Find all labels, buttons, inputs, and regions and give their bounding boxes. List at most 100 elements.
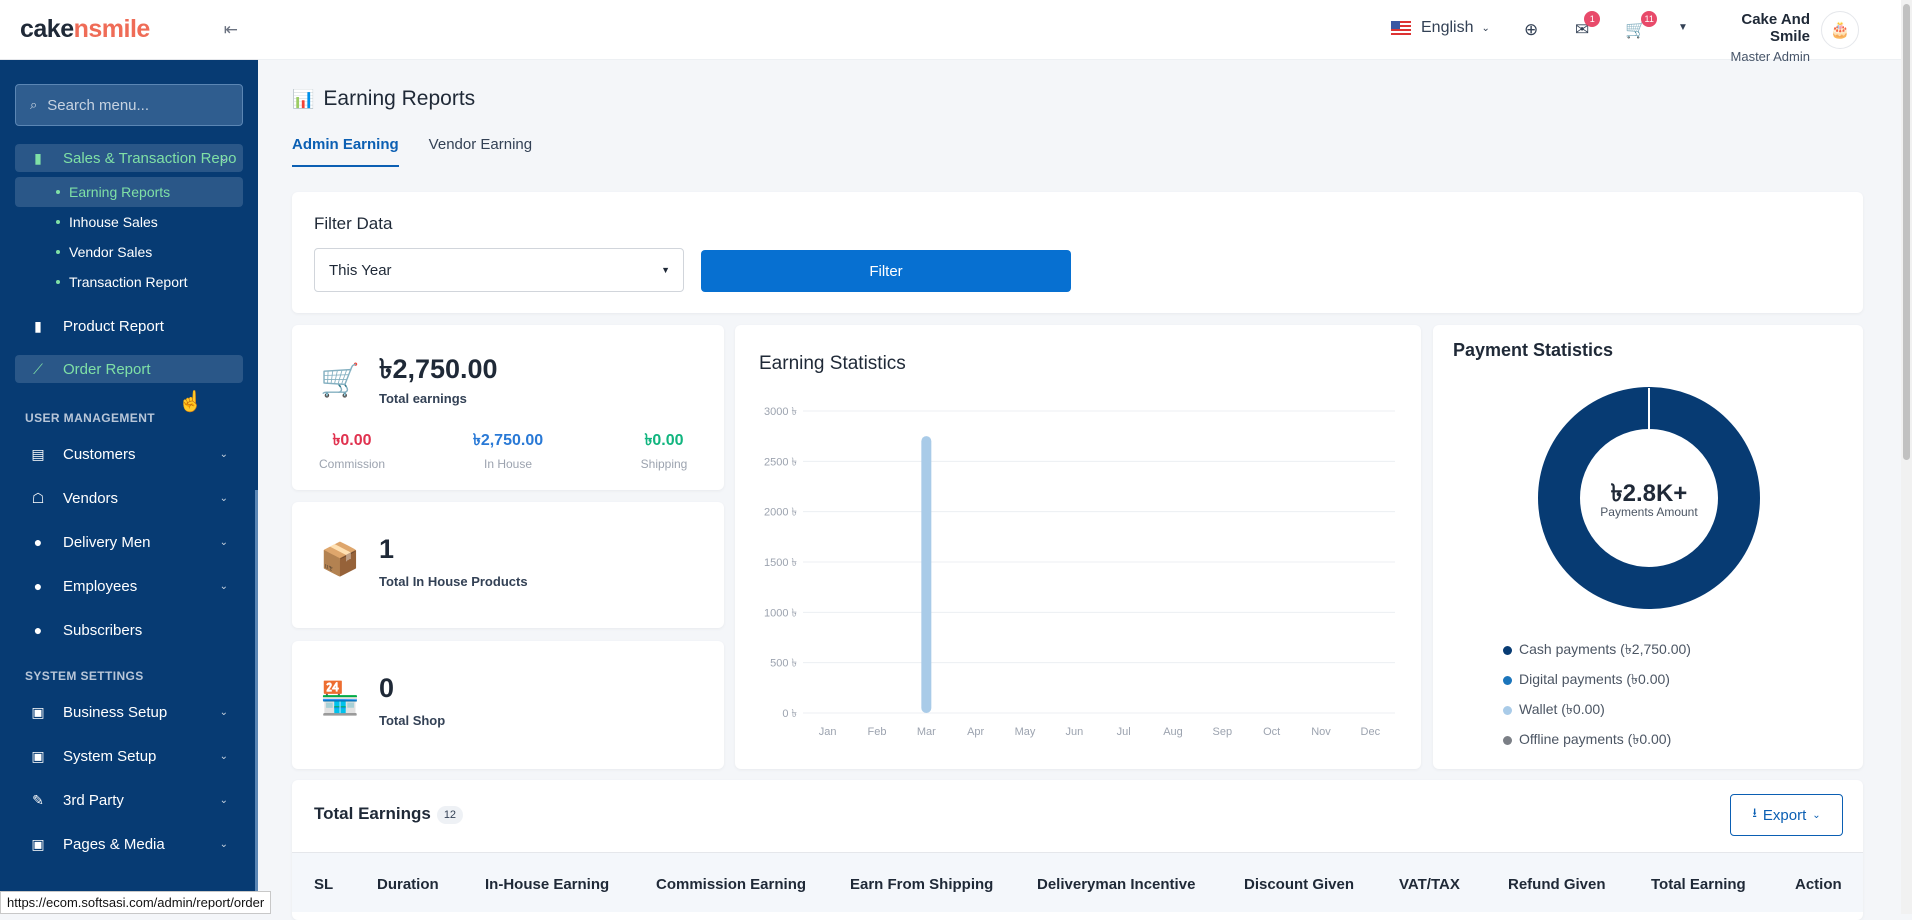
legend-digital: Digital payments (৳0.00) — [1503, 665, 1691, 695]
pages-icon: ▣ — [31, 835, 45, 852]
x-tick-label: Sep — [1213, 726, 1233, 738]
bar-chart-icon: ▮ — [34, 317, 42, 334]
globe-icon[interactable]: ⊕ — [1524, 20, 1539, 39]
sidebar-item-system-setup[interactable]: ▣ System Setup ⌄ — [15, 741, 243, 771]
chevron-down-icon: ⌄ — [219, 794, 228, 806]
y-tick-label: 3000 ৳ — [764, 406, 797, 418]
system-icon: ▣ — [31, 747, 45, 764]
table-header: SL Duration In-House Earning Commission … — [292, 852, 1863, 912]
tab-vendor-earning[interactable]: Vendor Earning — [428, 136, 533, 153]
sidebar-item-3rd-party[interactable]: ✎ 3rd Party ⌄ — [15, 785, 243, 815]
col-refund-given: Refund Given — [1508, 876, 1606, 893]
export-button[interactable]: ⭳ Export ⌄ — [1730, 794, 1843, 836]
sidebar-item-transaction-report[interactable]: Transaction Report — [15, 267, 243, 297]
payment-title: Payment Statistics — [1453, 340, 1614, 360]
legend-dot — [1503, 645, 1512, 655]
sidebar-item-delivery-men[interactable]: ● Delivery Men ⌄ — [15, 527, 243, 557]
earning-bar-chart: 3000 ৳ 2500 ৳ 2000 ৳ 1500 ৳ 1000 ৳ 500 ৳ 0 ৳ Ja… — [764, 406, 1395, 738]
sidebar-item-vendor-sales[interactable]: Vendor Sales — [15, 237, 243, 267]
mouse-pointer-icon: ☝ — [178, 391, 203, 413]
col-in-house-earning: In-House Earning — [485, 876, 610, 893]
mail-badge: 1 — [1584, 11, 1601, 27]
sidebar-scrollbar[interactable] — [255, 490, 258, 910]
sidebar-item-vendors[interactable]: ☖ Vendors ⌄ — [15, 483, 243, 513]
filter-title: Filter Data — [314, 214, 393, 233]
logo[interactable]: cakensmile — [20, 15, 150, 43]
legend-dot — [1503, 675, 1512, 685]
sidebar-item-pages-media[interactable]: ▣ Pages & Media ⌄ — [15, 829, 243, 859]
in-house-products-card: 📦 1 Total In House Products — [292, 502, 724, 628]
download-icon: ⭳ — [1752, 805, 1757, 820]
scroll-thumb[interactable] — [1903, 4, 1910, 460]
col-earn-from-shipping: Earn From Shipping — [850, 876, 994, 893]
language-select[interactable]: English ⌄ — [1391, 19, 1490, 37]
sidebar-item-business-setup[interactable]: ▣ Business Setup ⌄ — [15, 697, 243, 727]
sidebar-item-inhouse-sales[interactable]: Inhouse Sales — [15, 207, 243, 237]
x-tick-label: Oct — [1263, 726, 1280, 738]
search-menu-input[interactable]: ⌕ Search menu... — [15, 84, 243, 126]
cart-icon: 🛒 — [320, 362, 360, 398]
payment-center-label: Payments Amount — [1600, 505, 1698, 519]
shop-count: 0 — [379, 673, 395, 703]
x-tick-label: Jun — [1065, 726, 1083, 738]
vendors-icon: ☖ — [31, 489, 45, 506]
boxes-icon: 📦 — [320, 541, 360, 577]
count-badge: 12 — [436, 805, 464, 824]
brand-bar: cakensmile ⇤ — [0, 0, 258, 60]
chevron-down-icon: ⌄ — [219, 152, 228, 164]
customers-icon: ▤ — [31, 445, 45, 462]
col-duration: Duration — [377, 876, 439, 893]
col-vat-tax: VAT/TAX — [1399, 876, 1460, 893]
avatar[interactable]: 🎂 — [1821, 11, 1859, 49]
total-earnings-value: ৳2,750.00 — [379, 354, 498, 384]
person-icon: ● — [33, 622, 43, 638]
sidebar-item-subscribers[interactable]: ● Subscribers — [15, 615, 243, 645]
sidebar-item-customers[interactable]: ▤ Customers ⌄ — [15, 439, 243, 469]
products-count: 1 — [379, 534, 395, 564]
sidebar-item-employees[interactable]: ● Employees ⌄ — [15, 571, 243, 601]
legend-wallet: Wallet (৳0.00) — [1503, 695, 1691, 725]
section-user-management: USER MANAGEMENT — [25, 411, 156, 425]
mail-icon[interactable]: ✉ 1 — [1575, 11, 1601, 40]
page-scrollbar[interactable] — [1901, 0, 1912, 914]
sidebar-item-product-report[interactable]: ▮ Product Report — [15, 311, 243, 341]
report-icon: 📊 — [292, 88, 315, 109]
collapse-sidebar-icon[interactable]: ⇤ — [223, 19, 238, 39]
payment-statistics-card: Payment Statistics ৳2.8K+ Payments Amoun… — [1433, 325, 1863, 769]
x-tick-label: Nov — [1311, 726, 1331, 738]
wrench-icon: ✎ — [32, 791, 44, 808]
col-commission-earning: Commission Earning — [656, 876, 807, 893]
payment-legend: Cash payments (৳2,750.00) Digital paymen… — [1503, 635, 1691, 755]
sidebar-item-sales-transaction-report[interactable]: ▮ Sales & Transaction Repo ⌄ — [15, 144, 243, 172]
col-discount-given: Discount Given — [1244, 876, 1355, 893]
cart-icon[interactable]: 🛒 11 — [1625, 11, 1658, 40]
sidebar-item-earning-reports[interactable]: Earning Reports — [15, 177, 243, 207]
bar-chart-icon: ▮ — [34, 149, 42, 166]
chevron-down-icon: ⌄ — [1812, 809, 1821, 821]
x-tick-label: Feb — [868, 726, 887, 738]
col-total-earning: Total Earning — [1651, 876, 1746, 893]
caret-down-icon[interactable]: ▼ — [1678, 22, 1688, 33]
y-tick-label: 1000 ৳ — [764, 607, 797, 619]
chevron-down-icon: ⌄ — [219, 536, 228, 548]
payment-center-value: ৳2.8K+ — [1611, 480, 1688, 507]
x-tick-label: Jan — [819, 726, 837, 738]
x-tick-label: Mar — [917, 726, 936, 738]
sidebar-item-order-report[interactable]: ⟋ Order Report — [15, 355, 243, 383]
user-menu[interactable]: Cake And Smile Master Admin — [1730, 11, 1810, 64]
chevron-down-icon: ⌄ — [1481, 22, 1490, 34]
bar-mar[interactable] — [921, 436, 932, 713]
topbar: English ⌄ ⊕ ✉ 1 🛒 11 ▼ Cake And Smile Mast… — [258, 0, 1912, 64]
shipping-stat: ৳0.00 Shipping — [640, 432, 688, 471]
tab-admin-earning[interactable]: Admin Earning — [292, 136, 399, 167]
caret-down-icon: ▼ — [661, 265, 670, 275]
in-house-stat: ৳2,750.00 In House — [472, 432, 544, 471]
total-earnings-label: Total earnings — [379, 391, 467, 406]
period-select[interactable]: This Year ▼ — [314, 248, 684, 292]
filter-button[interactable]: Filter — [701, 250, 1071, 292]
chevron-down-icon: ⌄ — [219, 750, 228, 762]
total-earnings-title: Total Earnings 12 — [314, 804, 464, 824]
x-tick-label: Dec — [1361, 726, 1381, 738]
line-chart-icon: ⟋ — [33, 360, 43, 377]
shop-icon: 🏪 — [320, 680, 360, 716]
